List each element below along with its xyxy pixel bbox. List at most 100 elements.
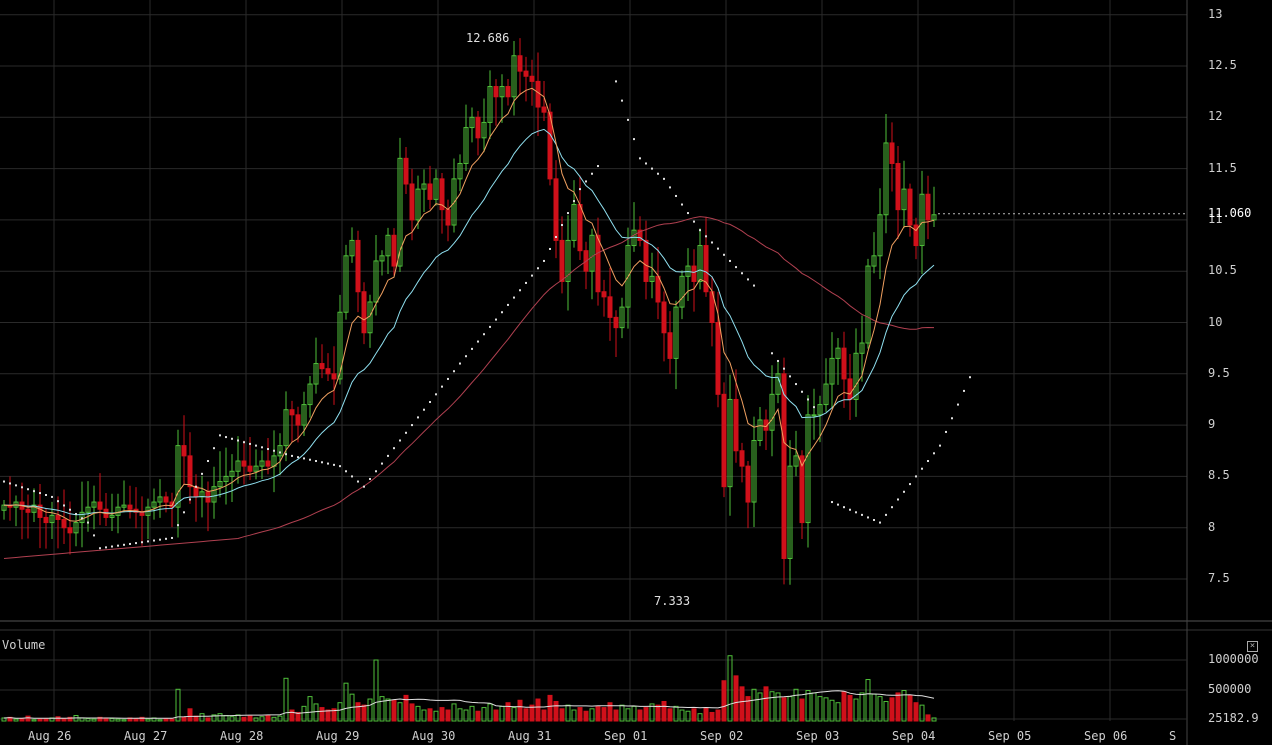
- candle-up: [673, 306, 679, 359]
- candle-up: [871, 255, 877, 267]
- volume-bar: [343, 682, 349, 722]
- volume-bar: [919, 704, 925, 722]
- candle-up: [175, 445, 181, 508]
- candle-up: [571, 204, 577, 241]
- sar-dot: [225, 436, 227, 439]
- candle-down: [691, 265, 697, 282]
- price-tick-label: 10.5: [1208, 263, 1237, 278]
- sar-dot: [711, 241, 713, 244]
- sar-dot: [183, 511, 185, 514]
- sar-dot: [951, 417, 953, 420]
- sar-dot: [195, 485, 197, 488]
- volume-bar: [229, 716, 235, 722]
- sar-dot: [63, 504, 65, 507]
- date-tick-label: Aug 31: [508, 729, 552, 743]
- price-tick-label: 12.5: [1208, 58, 1237, 72]
- sar-dot: [207, 460, 209, 463]
- sar-dot: [291, 454, 293, 457]
- candle-down: [493, 86, 499, 98]
- candle-down: [667, 332, 673, 359]
- sar-dot: [363, 485, 365, 488]
- sar-dot: [747, 278, 749, 281]
- sar-dot: [237, 439, 239, 442]
- sar-dot: [285, 453, 287, 456]
- volume-bar: [763, 686, 769, 722]
- volume-bar: [91, 718, 97, 722]
- sar-dot: [693, 220, 695, 223]
- volume-bar: [751, 688, 757, 722]
- candle-up: [73, 522, 79, 534]
- volume-bar: [787, 696, 793, 722]
- sar-dot: [831, 501, 833, 504]
- volume-bar: [853, 698, 859, 722]
- candle-down: [331, 373, 337, 380]
- volume-bar: [865, 679, 871, 722]
- volume-bar: [757, 692, 763, 722]
- sar-dot: [945, 430, 947, 433]
- sar-dot: [411, 424, 413, 427]
- sar-dot: [27, 488, 29, 491]
- volume-bar: [793, 688, 799, 722]
- sar-dot: [669, 186, 671, 189]
- sar-dot: [495, 318, 497, 321]
- volume-bar: [433, 710, 439, 722]
- price-tick-label: 10: [1208, 314, 1223, 329]
- volume-bar: [925, 714, 931, 722]
- candle-up: [853, 352, 859, 400]
- volume-bar: [907, 694, 913, 722]
- candle-up: [109, 514, 115, 518]
- volume-bar: [547, 694, 553, 722]
- sar-dot: [339, 465, 341, 468]
- candle-down: [523, 70, 529, 77]
- sar-dot: [321, 461, 323, 464]
- volume-bar: [325, 709, 331, 722]
- candle-down: [325, 368, 331, 375]
- sar-dot: [969, 376, 971, 379]
- candle-down: [247, 465, 253, 472]
- candle-up: [301, 404, 307, 426]
- sar-dot: [369, 477, 371, 480]
- candle-down: [715, 322, 721, 395]
- candle-up: [31, 504, 37, 513]
- price-tick-label: 8: [1208, 519, 1216, 534]
- sar-dot: [867, 516, 869, 519]
- candle-up: [769, 393, 775, 431]
- volume-bar: [553, 700, 559, 722]
- sar-dot: [9, 482, 11, 485]
- candle-down: [559, 239, 565, 282]
- low-annotation: 7.333: [654, 594, 691, 609]
- candle-up: [385, 234, 391, 257]
- sar-dot: [729, 259, 731, 262]
- volume-bar: [607, 702, 613, 722]
- sar-dot: [249, 442, 251, 445]
- candle-up: [463, 127, 469, 164]
- candle-up: [235, 460, 241, 472]
- volume-bar: [289, 709, 295, 722]
- sar-dot: [879, 521, 881, 524]
- sar-dot: [189, 498, 191, 501]
- volume-bar: [589, 708, 595, 722]
- sar-dot: [153, 539, 155, 542]
- candle-up: [253, 465, 259, 472]
- candle-up: [433, 178, 439, 200]
- candle-up: [223, 475, 229, 483]
- ema-slow-line: [3, 128, 935, 516]
- price-tick-label: 12: [1208, 109, 1223, 124]
- volume-bar: [673, 705, 679, 722]
- candle-up: [817, 404, 823, 416]
- sar-dot: [741, 272, 743, 275]
- volume-bar: [529, 704, 535, 722]
- sar-dot: [567, 212, 569, 215]
- volume-bar: [415, 705, 421, 722]
- volume-bar: [313, 703, 319, 722]
- price-tick-label: 8.5: [1208, 468, 1230, 483]
- volume-bar: [883, 700, 889, 722]
- volume-bar: [241, 716, 247, 722]
- date-tick-label: Sep 02: [700, 729, 744, 743]
- close-box-icon[interactable]: ×: [1247, 641, 1258, 652]
- volume-bar: [931, 717, 937, 722]
- candle-down: [409, 183, 415, 221]
- date-tick-label: Aug 30: [412, 729, 456, 743]
- volume-tick-label: 500000: [1208, 682, 1252, 696]
